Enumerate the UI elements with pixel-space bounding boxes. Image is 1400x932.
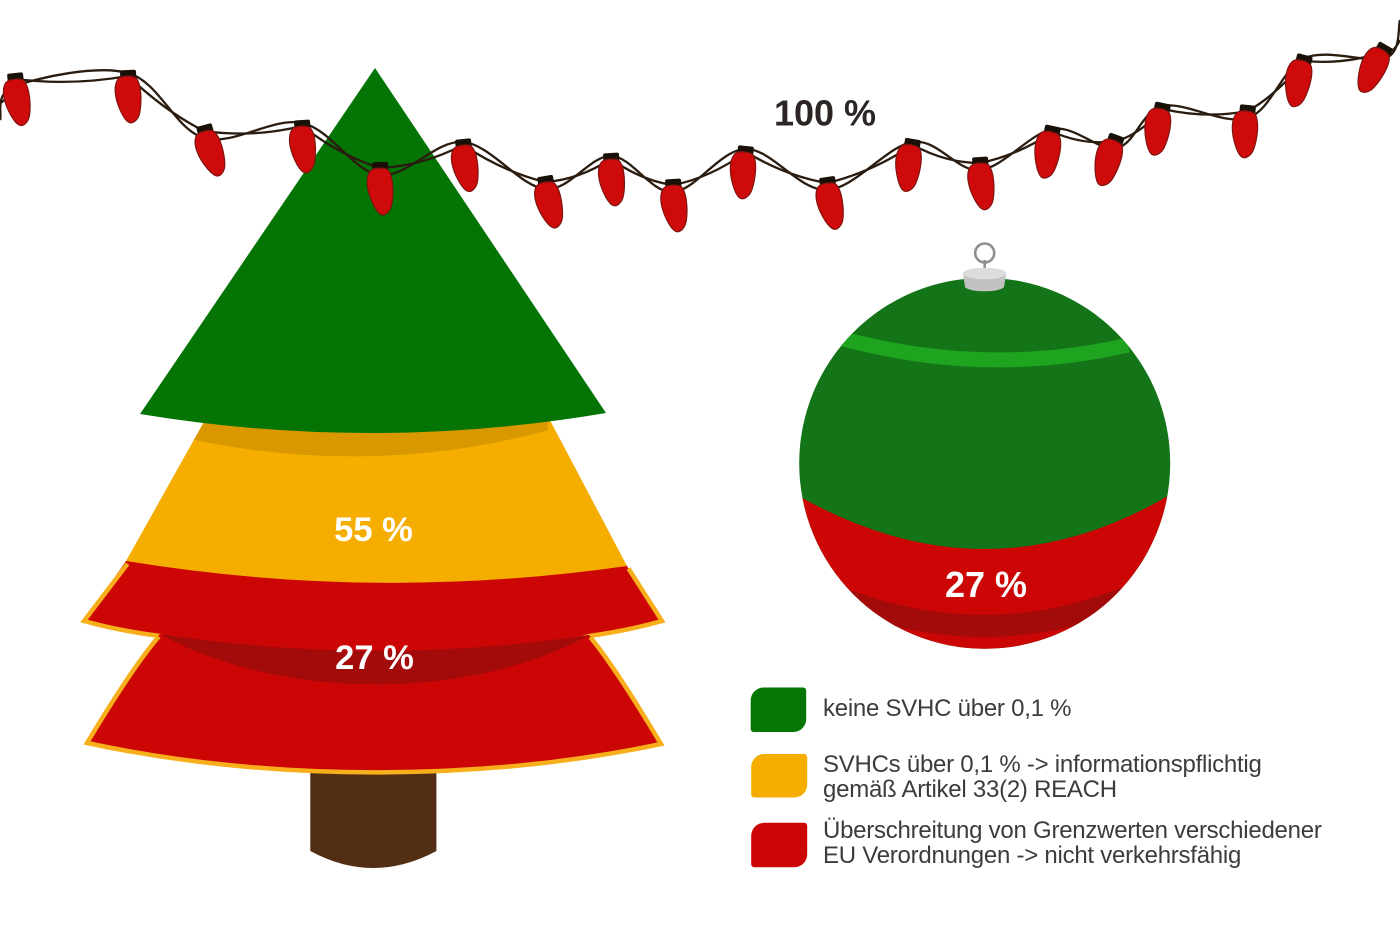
svg-text:55 %: 55 % bbox=[334, 511, 413, 549]
svg-text:EU Verordnungen -> nicht verke: EU Verordnungen -> nicht verkehrsfähig bbox=[823, 842, 1241, 869]
svg-text:27 %: 27 % bbox=[335, 639, 414, 677]
svg-text:27 %: 27 % bbox=[945, 564, 1027, 605]
svg-text:100 %: 100 % bbox=[774, 92, 876, 133]
svg-text:Überschreitung von Grenzwerten: Überschreitung von Grenzwerten verschied… bbox=[823, 817, 1322, 844]
svg-text:keine SVHC über 0,1 %: keine SVHC über 0,1 % bbox=[823, 695, 1071, 722]
svg-text:gemäß Artikel 33(2) REACH: gemäß Artikel 33(2) REACH bbox=[823, 776, 1117, 803]
svg-text:SVHCs über 0,1 % -> informatio: SVHCs über 0,1 % -> informationspflichti… bbox=[823, 751, 1262, 778]
